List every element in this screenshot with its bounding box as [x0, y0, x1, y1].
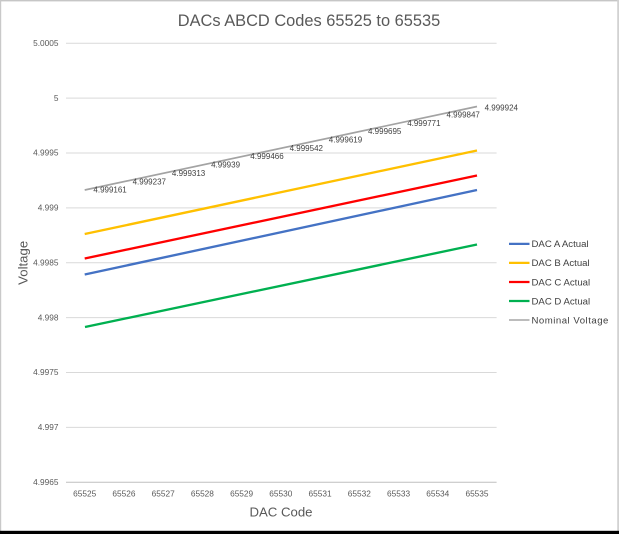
- svg-text:65527: 65527: [152, 488, 175, 498]
- svg-text:5: 5: [54, 93, 59, 103]
- svg-text:65533: 65533: [387, 488, 410, 498]
- svg-text:4.999237: 4.999237: [133, 177, 167, 186]
- svg-text:4.999313: 4.999313: [172, 169, 206, 178]
- svg-text:DAC C Actual: DAC C Actual: [532, 277, 591, 288]
- svg-text:4.999161: 4.999161: [93, 186, 127, 195]
- svg-text:DAC B Actual: DAC B Actual: [532, 258, 590, 269]
- svg-text:65535: 65535: [465, 488, 488, 498]
- svg-text:65531: 65531: [309, 488, 332, 498]
- svg-text:4.999695: 4.999695: [368, 127, 402, 136]
- svg-text:Nominal Voltage: Nominal Voltage: [532, 315, 609, 326]
- svg-text:4.999542: 4.999542: [290, 144, 324, 153]
- svg-text:65534: 65534: [426, 488, 449, 498]
- svg-text:4.9965: 4.9965: [33, 477, 59, 487]
- svg-text:DACs ABCD Codes 65525 to 65535: DACs ABCD Codes 65525 to 65535: [178, 12, 440, 30]
- svg-text:65532: 65532: [348, 488, 371, 498]
- svg-text:65529: 65529: [230, 488, 253, 498]
- svg-text:4.997: 4.997: [38, 422, 59, 432]
- svg-text:5.0005: 5.0005: [33, 38, 59, 48]
- svg-text:4.999: 4.999: [38, 203, 59, 213]
- svg-text:65525: 65525: [73, 488, 96, 498]
- svg-text:4.999466: 4.999466: [250, 152, 284, 161]
- svg-text:DAC A Actual: DAC A Actual: [532, 239, 589, 250]
- svg-text:DAC Code: DAC Code: [249, 504, 312, 519]
- svg-text:4.9985: 4.9985: [33, 257, 59, 267]
- svg-text:65530: 65530: [269, 488, 292, 498]
- svg-text:4.999771: 4.999771: [407, 119, 441, 128]
- svg-text:4.999924: 4.999924: [485, 104, 519, 113]
- svg-text:4.998: 4.998: [38, 312, 59, 322]
- svg-text:4.99939: 4.99939: [211, 161, 240, 170]
- svg-text:65528: 65528: [191, 488, 214, 498]
- svg-text:DAC D Actual: DAC D Actual: [532, 296, 591, 307]
- svg-text:Voltage: Voltage: [16, 241, 31, 285]
- svg-text:65526: 65526: [112, 488, 135, 498]
- svg-text:4.9975: 4.9975: [33, 367, 59, 377]
- svg-text:4.999619: 4.999619: [329, 136, 363, 145]
- svg-text:4.9995: 4.9995: [33, 148, 59, 158]
- svg-text:4.999847: 4.999847: [447, 111, 481, 120]
